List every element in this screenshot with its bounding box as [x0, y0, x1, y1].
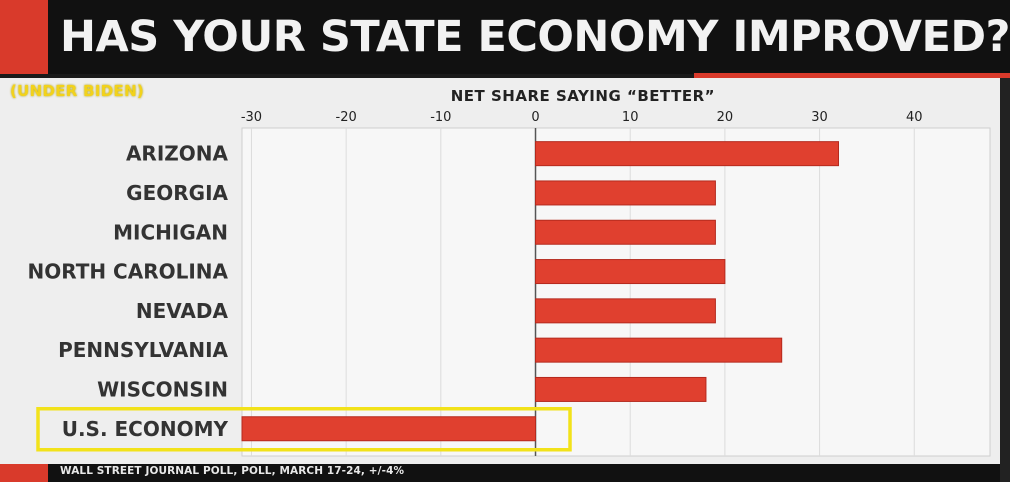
- title-underline: [694, 73, 1010, 78]
- footer-bar: [0, 464, 1000, 482]
- bar: [535, 376, 707, 402]
- x-tick-label: 40: [906, 110, 923, 125]
- title-accent: [0, 0, 48, 74]
- chart-title: HAS YOUR STATE ECONOMY IMPROVED?: [60, 12, 1010, 62]
- bar: [535, 180, 716, 206]
- right-edge-strip: [1000, 78, 1010, 482]
- bar: [535, 141, 840, 167]
- bar: [535, 337, 783, 363]
- bar: [241, 416, 537, 442]
- category-label: NEVADA: [136, 299, 229, 323]
- bar: [535, 298, 716, 324]
- x-tick-label: -10: [430, 110, 451, 125]
- category-label: ARIZONA: [126, 142, 229, 166]
- x-tick-label: -30: [241, 110, 262, 125]
- category-label: MICHIGAN: [113, 220, 228, 244]
- x-tick-label: 10: [622, 110, 639, 125]
- category-label: U.S. ECONOMY: [62, 417, 229, 441]
- x-tick-label: 30: [811, 110, 828, 125]
- category-label: GEORGIA: [126, 181, 228, 205]
- x-tick-label: 0: [531, 110, 539, 125]
- bar: [535, 259, 726, 285]
- category-label: NORTH CAROLINA: [27, 260, 228, 284]
- x-tick-label: 20: [717, 110, 734, 125]
- plot-area: [241, 127, 991, 457]
- x-tick-label: -20: [336, 110, 357, 125]
- category-label: PENNSYLVANIA: [58, 338, 228, 362]
- chart-subtitle: (UNDER BIDEN): [10, 82, 145, 100]
- source-note: WALL STREET JOURNAL POLL, POLL, MARCH 17…: [60, 465, 405, 477]
- highlight-box: [36, 407, 572, 452]
- bar: [535, 219, 716, 245]
- x-axis-title: NET SHARE SAYING “BETTER”: [451, 87, 715, 105]
- category-label: WISCONSIN: [97, 377, 228, 401]
- title-bar: [0, 0, 1010, 74]
- footer-accent: [0, 464, 48, 482]
